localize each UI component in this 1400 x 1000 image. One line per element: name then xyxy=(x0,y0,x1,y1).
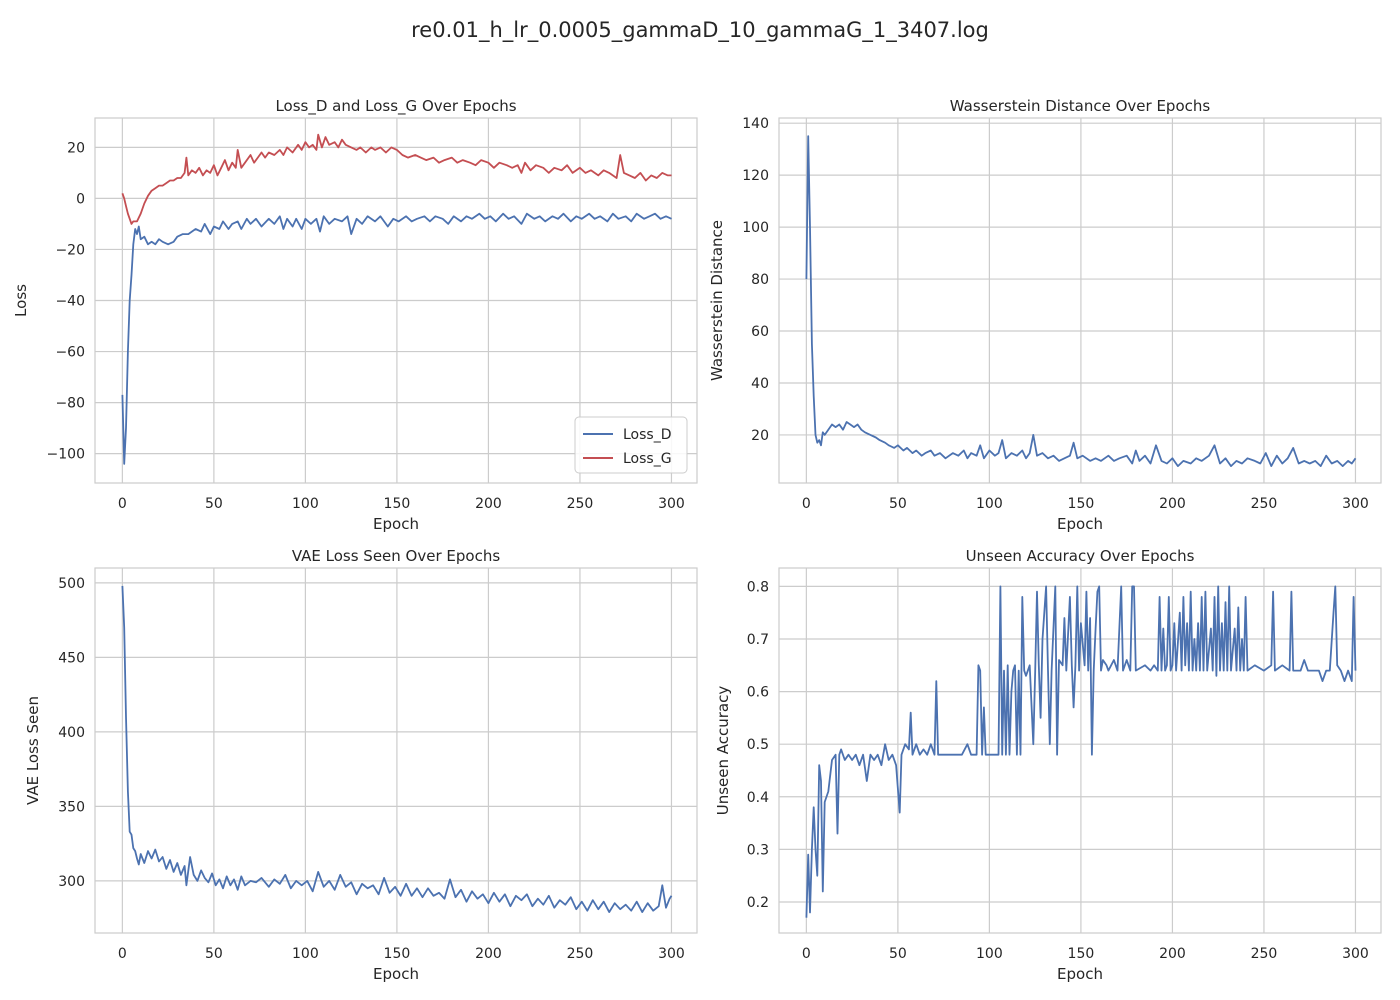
y-tick-label: 450 xyxy=(58,650,85,666)
x-tick-label: 0 xyxy=(118,496,127,512)
x-tick-label: 250 xyxy=(1251,946,1278,962)
axes-frame xyxy=(94,567,698,934)
x-tick-label: 250 xyxy=(567,946,594,962)
x-axis-label: Epoch xyxy=(373,965,419,983)
y-tick-label: 0.7 xyxy=(747,632,769,648)
y-tick-label: 80 xyxy=(751,272,769,288)
y-tick-label: 40 xyxy=(751,376,769,392)
y-axis-label: Wasserstein Distance xyxy=(708,220,726,381)
x-tick-label: 150 xyxy=(384,496,411,512)
legend-entry: Loss_G xyxy=(623,451,672,467)
x-axis-label: Epoch xyxy=(1057,965,1103,983)
figure-suptitle: re0.01_h_lr_0.0005_gammaD_10_gammaG_1_34… xyxy=(411,18,989,43)
y-tick-label: 0.8 xyxy=(747,579,769,595)
y-tick-label: 0.5 xyxy=(747,737,769,753)
series-line-loss-g xyxy=(121,133,672,225)
y-tick-label: 100 xyxy=(742,220,769,236)
y-axis-label: Unseen Accuracy xyxy=(714,686,732,816)
x-tick-label: 200 xyxy=(1159,946,1186,962)
y-tick-label: 500 xyxy=(58,576,85,592)
axes-frame xyxy=(778,117,1382,484)
x-tick-label: 0 xyxy=(802,496,811,512)
x-tick-label: 50 xyxy=(889,946,907,962)
subplot-title: VAE Loss Seen Over Epochs xyxy=(292,547,501,565)
x-tick-label: 150 xyxy=(384,946,411,962)
y-tick-label: 20 xyxy=(67,140,85,156)
x-tick-label: 100 xyxy=(292,946,319,962)
y-tick-label: −80 xyxy=(55,396,85,412)
y-tick-label: 350 xyxy=(58,799,85,815)
y-tick-label: 60 xyxy=(751,324,769,340)
series-line-1 xyxy=(805,585,1357,918)
y-tick-label: 140 xyxy=(742,116,769,132)
x-tick-label: 300 xyxy=(1342,946,1369,962)
series-line-loss-d xyxy=(121,212,672,465)
series-line-1 xyxy=(121,585,673,913)
x-tick-label: 300 xyxy=(1342,496,1369,512)
y-tick-label: 400 xyxy=(58,725,85,741)
subplot-3: 0 50 100 150 200 250 300 300 350 400 450 500 VAE Los… xyxy=(24,547,698,983)
subplot-1: 0 50 100 150 200 250 300 −100 −80 −60 −40 −20 0 20 Los… xyxy=(12,97,698,533)
axes-frame xyxy=(94,117,698,484)
y-tick-label: −100 xyxy=(47,447,85,463)
x-tick-label: 200 xyxy=(475,946,502,962)
y-tick-label: 0.3 xyxy=(747,842,769,858)
series-line-1 xyxy=(805,135,1357,467)
y-tick-label: 300 xyxy=(58,874,85,890)
y-tick-label: 20 xyxy=(751,428,769,444)
subplot-title: Wasserstein Distance Over Epochs xyxy=(950,97,1211,115)
x-tick-label: 0 xyxy=(802,946,811,962)
axes-frame xyxy=(778,567,1382,934)
x-tick-label: 50 xyxy=(205,496,223,512)
x-axis-label: Epoch xyxy=(373,515,419,533)
subplot-grid: 0 50 100 150 200 250 300−100−80−60−40−20020Los… xyxy=(12,97,1382,983)
x-tick-label: 250 xyxy=(1251,496,1278,512)
x-tick-label: 50 xyxy=(889,496,907,512)
x-axis-label: Epoch xyxy=(1057,515,1103,533)
legend: Loss_D Loss_G xyxy=(574,416,688,474)
x-tick-label: 0 xyxy=(118,946,127,962)
subplot-2: 0 50 100 150 200 250 300 20 40 60 80 100 120 140 Wasse… xyxy=(708,97,1382,533)
y-tick-label: 0 xyxy=(76,191,85,207)
y-tick-label: 0.4 xyxy=(747,790,769,806)
x-tick-label: 100 xyxy=(292,496,319,512)
x-tick-label: 150 xyxy=(1068,946,1095,962)
y-tick-label: −20 xyxy=(55,242,85,258)
y-tick-label: −40 xyxy=(55,294,85,310)
x-tick-label: 100 xyxy=(976,496,1003,512)
x-tick-label: 250 xyxy=(567,496,594,512)
x-tick-label: 300 xyxy=(658,946,685,962)
y-tick-label: 0.2 xyxy=(747,895,769,911)
x-tick-label: 150 xyxy=(1068,496,1095,512)
y-axis-label: VAE Loss Seen xyxy=(24,696,42,805)
x-tick-label: 200 xyxy=(1159,496,1186,512)
subplot-title: Loss_D and Loss_G Over Epochs xyxy=(275,97,516,116)
subplot-4: 0 50 100 150 200 250 300 0.2 0.3 0.4 0.5 0.6 0.7 0.8 U… xyxy=(714,547,1382,983)
x-tick-label: 300 xyxy=(658,496,685,512)
y-tick-label: 0.6 xyxy=(747,685,769,701)
y-tick-label: −60 xyxy=(55,345,85,361)
x-tick-label: 100 xyxy=(976,946,1003,962)
y-tick-label: 120 xyxy=(742,168,769,184)
legend-entry: Loss_D xyxy=(623,427,672,443)
x-tick-label: 200 xyxy=(475,496,502,512)
subplot-title: Unseen Accuracy Over Epochs xyxy=(966,547,1195,565)
y-axis-label: Loss xyxy=(12,284,30,317)
x-tick-label: 50 xyxy=(205,946,223,962)
